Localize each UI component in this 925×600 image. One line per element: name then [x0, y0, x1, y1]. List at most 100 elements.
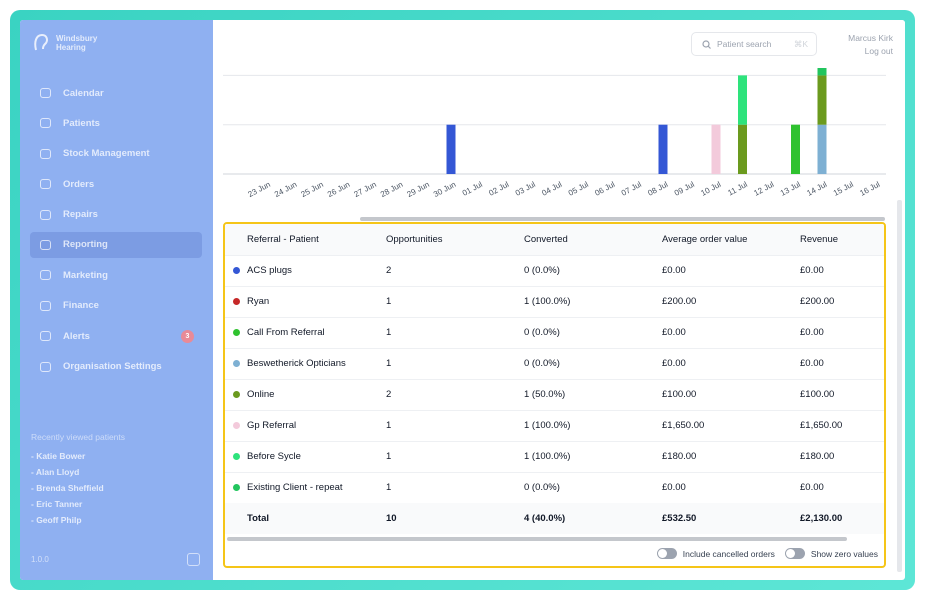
table-cell: £0.00 [800, 482, 824, 493]
table-cell: 4 (40.0%) [524, 513, 566, 524]
table-row: Online 2 1 (50.0%) £100.00 £100.00 [225, 379, 884, 411]
nav-item[interactable]: Patients [30, 110, 202, 136]
table-cell: Ryan [247, 296, 270, 307]
switch[interactable] [784, 548, 805, 559]
nav-icon [40, 88, 51, 98]
x-tick-label: 04 Jul [540, 180, 563, 198]
toggles: Include cancelled orders Show zero values [656, 548, 878, 559]
legend-dot [233, 422, 240, 429]
logo-icon [34, 33, 48, 51]
collapse-button[interactable] [187, 553, 200, 566]
nav-label: Orders [63, 178, 95, 190]
table-row: Call From Referral 1 0 (0.0%) £0.00 £0.00 [225, 317, 884, 349]
legend-dot [233, 329, 240, 336]
nav-item[interactable]: Finance [30, 293, 202, 319]
recent-patient[interactable]: - Eric Tanner [31, 499, 83, 509]
x-tick-label: 28 Jun [379, 180, 404, 199]
table-cell: £0.00 [800, 327, 824, 338]
nav-item[interactable]: Marketing [30, 262, 202, 288]
table-cell: Beswetherick Opticians [247, 358, 346, 369]
table-cell: £100.00 [800, 389, 835, 400]
recent-patient[interactable]: - Katie Bower [31, 451, 86, 461]
switch[interactable] [656, 548, 677, 559]
x-tick-label: 08 Jul [646, 180, 669, 198]
table-cell: Online [247, 389, 275, 400]
table-cell: £0.00 [800, 358, 824, 369]
x-tick-label: 01 Jul [461, 180, 484, 198]
nav-label: Patients [63, 117, 100, 129]
table-cell: £0.00 [662, 482, 686, 493]
x-tick-label: 24 Jun [273, 180, 298, 199]
nav-item[interactable]: Calendar [30, 80, 202, 106]
x-tick-label: 10 Jul [699, 180, 722, 198]
table-cell: £0.00 [800, 265, 824, 276]
table-cell: Before Sycle [247, 451, 301, 462]
brand-line: Windsbury [56, 34, 98, 43]
table-row: Ryan 1 1 (100.0%) £200.00 £200.00 [225, 286, 884, 318]
table-cell: Call From Referral [247, 327, 325, 338]
nav-icon [40, 300, 51, 311]
table-cell: £180.00 [800, 451, 835, 462]
toggle[interactable]: Include cancelled orders [656, 548, 775, 559]
nav-icon [40, 118, 51, 129]
table-cell: 1 [386, 296, 392, 307]
nav-label: Calendar [63, 87, 104, 99]
table-cell: 1 [386, 482, 392, 493]
nav-label: Repairs [63, 209, 98, 221]
x-tick-label: 11 Jul [726, 180, 749, 198]
nav-item[interactable]: Repairs [30, 202, 202, 228]
recent-patient[interactable]: - Brenda Sheffield [31, 483, 104, 493]
bar [446, 124, 456, 174]
nav-item[interactable]: Orders [30, 171, 202, 197]
x-tick-label: 07 Jul [620, 180, 643, 198]
recent-patient[interactable]: - Alan Lloyd [31, 467, 80, 477]
table-scrollbar[interactable] [227, 537, 847, 541]
table-row: Beswetherick Opticians 1 0 (0.0%) £0.00 £0.0… [225, 348, 884, 380]
table-cell: 0 (0.0%) [524, 482, 560, 493]
table-cell: 1 [386, 420, 392, 431]
nav-item[interactable]: Stock Management [30, 141, 202, 167]
x-tick-label: 29 Jun [405, 180, 430, 199]
table-row: Existing Client - repeat 1 0 (0.0%) £0.00 £0… [225, 472, 884, 504]
nav-icon [40, 331, 51, 342]
toggle-label: Include cancelled orders [682, 548, 775, 559]
table-cell: 0 (0.0%) [524, 358, 560, 369]
table-cell: Existing Client - repeat [247, 482, 343, 493]
table-cell: ACS plugs [247, 265, 292, 276]
search-box[interactable]: Patient search ⌘K [691, 32, 817, 56]
alert-badge: 3 [181, 329, 194, 343]
page-scrollbar[interactable] [897, 200, 902, 572]
x-tick-label: 27 Jun [352, 180, 377, 199]
table-cell: 1 [386, 358, 392, 369]
nav-item[interactable]: Alerts 3 [30, 323, 202, 349]
x-tick-label: 16 Jul [858, 180, 881, 198]
x-tick-label: 09 Jul [673, 180, 696, 198]
nav: Calendar Patients Stock Management Orders Re… [30, 80, 202, 384]
chart-scrollbar[interactable] [360, 217, 885, 221]
table-cell: 2 [386, 389, 392, 400]
search-icon [702, 39, 711, 49]
table-cell: 1 (100.0%) [524, 451, 571, 462]
sidebar: Windsbury Hearing Calendar Patients Stock M… [20, 20, 213, 580]
table-cell: Converted [524, 234, 568, 245]
logout-link[interactable]: Log out [864, 46, 893, 56]
x-tick-label: 06 Jul [593, 180, 616, 198]
legend-dot [233, 391, 240, 398]
nav-label: Organisation Settings [63, 361, 162, 373]
toggle[interactable]: Show zero values [784, 548, 878, 559]
nav-label: Alerts [63, 330, 90, 342]
nav-item[interactable]: Reporting [30, 231, 202, 258]
recent-patient[interactable]: - Geoff Philp [31, 515, 82, 525]
app-screen: Windsbury Hearing Calendar Patients Stock M… [20, 20, 905, 580]
table-row: ACS plugs 2 0 (0.0%) £0.00 £0.00 [225, 255, 884, 287]
chart: 23 Jun 24 Jun 25 Jun 26 Jun 27 Jun 28 Jun 29 J… [223, 68, 886, 199]
table-cell: £0.00 [662, 265, 686, 276]
recent-patients: Recently viewed patients - Katie Bower - … [31, 432, 125, 528]
legend-dot [233, 484, 240, 491]
nav-item[interactable]: Organisation Settings [30, 354, 202, 380]
toggle-label: Show zero values [810, 548, 878, 559]
user-name[interactable]: Marcus Kirk [848, 33, 893, 43]
x-tick-label: 30 Jun [432, 180, 457, 199]
bar [738, 124, 747, 174]
table-cell: £0.00 [662, 358, 686, 369]
